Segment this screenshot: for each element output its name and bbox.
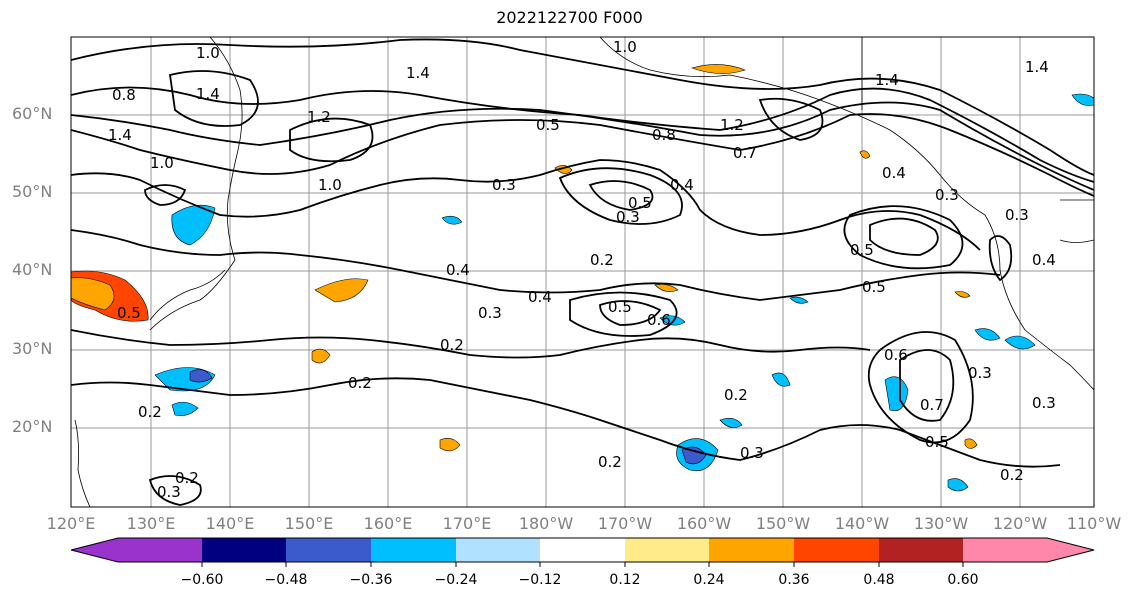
contour-label: 1.0 <box>613 38 637 56</box>
contour-label: 0.5 <box>117 304 141 322</box>
contour-label: 1.0 <box>196 44 220 62</box>
lon-label: 150°W <box>755 514 811 533</box>
colorbar-tick-label: 0.36 <box>778 572 810 588</box>
contour-label: 1.4 <box>875 71 899 89</box>
contour-label: 1.0 <box>150 154 174 172</box>
contour-label: 0.2 <box>598 453 622 471</box>
lat-label: 60°N <box>12 104 53 123</box>
lon-label: 120°W <box>992 514 1048 533</box>
colorbar-tick-label: −0.24 <box>434 572 478 588</box>
colorbar-tick-label: 0.48 <box>863 572 895 588</box>
lat-label: 40°N <box>12 260 53 279</box>
contour-label: 0.5 <box>925 433 949 451</box>
map-frame <box>70 36 1095 508</box>
lon-label: 160°W <box>676 514 732 533</box>
lon-label: 140°E <box>205 514 255 533</box>
colorbar-segment <box>286 538 371 562</box>
colorbar-tick-label: −0.36 <box>349 572 393 588</box>
contour-label: 0.3 <box>478 304 502 322</box>
contour-label: 0.3 <box>968 364 992 382</box>
lon-label: 170°E <box>442 514 492 533</box>
colorbar-tick-label: −0.60 <box>180 572 224 588</box>
lon-label: 130°E <box>126 514 176 533</box>
colorbar-segment <box>456 538 540 562</box>
contour-label: 1.4 <box>406 64 430 82</box>
lon-label: 110°W <box>1066 514 1122 533</box>
contour-label: 0.5 <box>862 278 886 296</box>
contour-label: 0.5 <box>536 116 560 134</box>
contour-lines <box>71 38 1094 506</box>
contour-label: 1.4 <box>108 126 132 144</box>
contour-label: 0.7 <box>733 144 757 162</box>
colorbar-tick-label: 0.24 <box>693 572 725 588</box>
contour-label: 0.2 <box>724 386 748 404</box>
colorbar-segment <box>371 538 456 562</box>
colorbar-segment <box>540 538 625 562</box>
colorbar-tick-label: 0.60 <box>947 572 979 588</box>
contour-label: 0.6 <box>884 346 908 364</box>
contour-label: 0.5 <box>608 298 632 316</box>
contour-label: 0.2 <box>348 374 372 392</box>
colorbar-segment <box>625 538 709 562</box>
contour-label: 0.2 <box>138 403 162 421</box>
contour-label: 0.3 <box>935 186 959 204</box>
map-title: 2022122700 F000 <box>496 8 643 27</box>
lat-label: 50°N <box>12 182 53 201</box>
contour-label: 0.6 <box>647 311 671 329</box>
colorbar-tick-label: 0.12 <box>609 572 641 588</box>
contour-label: 0.2 <box>590 251 614 269</box>
colorbar-tick-label: −0.48 <box>264 572 308 588</box>
contour-label: 0.2 <box>1000 466 1024 484</box>
contour-label: 1.0 <box>318 176 342 194</box>
contour-label: 1.2 <box>720 116 744 134</box>
colorbar-segment <box>794 538 879 562</box>
colorbar <box>70 537 1095 567</box>
contour-label: 0.5 <box>850 241 874 259</box>
contour-label: 0.4 <box>670 176 694 194</box>
lon-label: 120°E <box>46 514 96 533</box>
contour-label: 0.3 <box>157 483 181 501</box>
lon-label: 130°W <box>913 514 969 533</box>
contour-label: 0.5 <box>628 194 652 212</box>
lon-label: 180°W <box>518 514 574 533</box>
contour-label: 1.4 <box>1025 58 1049 76</box>
lat-label: 30°N <box>12 339 53 358</box>
contour-label: 0.3 <box>616 208 640 226</box>
contour-label: 0.8 <box>112 86 136 104</box>
colorbar-segment <box>709 538 794 562</box>
contour-label: 0.3 <box>740 444 764 462</box>
contour-label: 1.4 <box>196 85 220 103</box>
colorbar-segment <box>71 538 202 562</box>
contour-label: 0.3 <box>492 176 516 194</box>
lon-label: 170°W <box>597 514 653 533</box>
contour-label: 0.4 <box>882 164 906 182</box>
lon-label: 160°E <box>363 514 413 533</box>
contour-label-group: 1.0 1.4 1.0 1.4 0.8 1.4 1.2 1.0 1.0 0.5 … <box>108 38 1056 501</box>
contour-label: 0.3 <box>1032 394 1056 412</box>
contour-label: 0.4 <box>1032 251 1056 269</box>
colorbar-tick-label: −0.12 <box>518 572 562 588</box>
lon-label: 150°E <box>284 514 334 533</box>
lat-label: 20°N <box>12 417 53 436</box>
colorbar-segment <box>879 538 963 562</box>
contour-label: 1.2 <box>307 108 331 126</box>
colorbar-segment <box>202 538 286 562</box>
contour-label: 0.8 <box>652 126 676 144</box>
contour-label: 0.4 <box>528 288 552 306</box>
contour-label: 0.3 <box>1005 206 1029 224</box>
colorbar-segment <box>963 538 1094 562</box>
contour-label: 0.2 <box>175 469 199 487</box>
contour-label: 0.7 <box>920 396 944 414</box>
lon-label: 140°W <box>834 514 890 533</box>
shaded-anomalies <box>71 64 1094 492</box>
coastlines <box>74 37 1094 507</box>
contour-label: 0.4 <box>446 261 470 279</box>
contour-label: 0.2 <box>440 336 464 354</box>
